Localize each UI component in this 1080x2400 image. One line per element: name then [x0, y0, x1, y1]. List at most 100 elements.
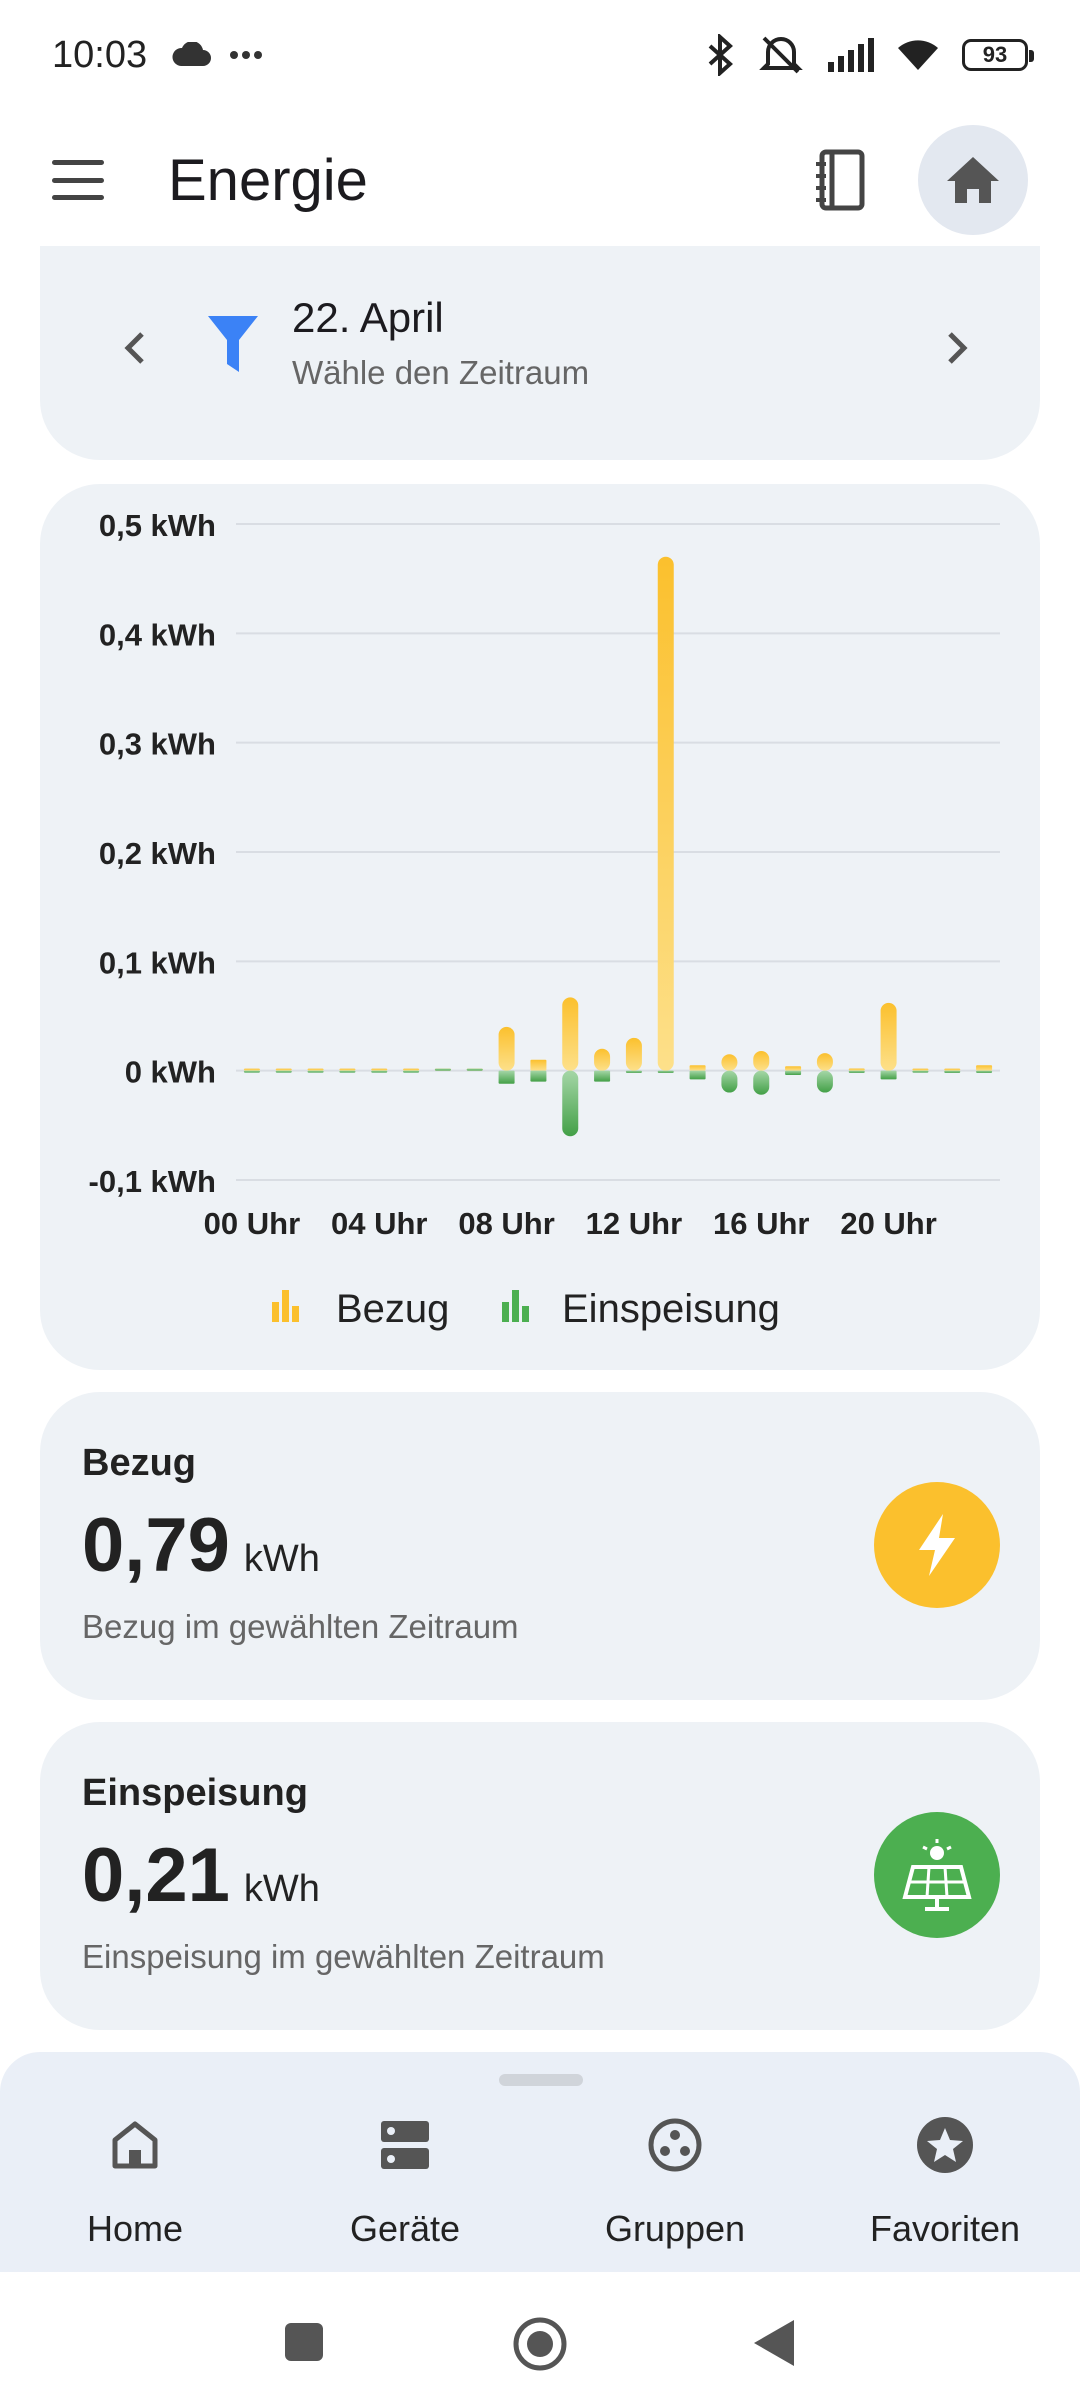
bar-einspeisung[interactable] [848, 1070, 865, 1073]
bar-einspeisung[interactable] [339, 1070, 356, 1073]
bar-bezug[interactable] [880, 1002, 897, 1071]
bar-einspeisung[interactable] [625, 1070, 642, 1073]
bar-einspeisung[interactable] [562, 1070, 579, 1137]
bottom-navigation: Home Geräte Gruppen Favoriten [0, 2052, 1080, 2272]
bar-bezug[interactable] [371, 1068, 388, 1071]
bar-einspeisung[interactable] [594, 1070, 611, 1082]
legend-label-einspeisung: Einspeisung [562, 1287, 780, 1331]
bezug-value-row: 0,79 kWh [82, 1502, 320, 1589]
x-tick-label: 00 Uhr [204, 1206, 300, 1241]
home-outline-icon [112, 2121, 158, 2169]
nav-geraete-label: Geräte [349, 2208, 461, 2249]
filter-button[interactable] [206, 314, 260, 379]
bezug-unit: kWh [243, 1538, 320, 1580]
bar-einspeisung[interactable] [403, 1070, 420, 1073]
bar-einspeisung[interactable] [880, 1070, 897, 1080]
bar-bezug[interactable] [594, 1048, 611, 1071]
bar-einspeisung[interactable] [912, 1070, 929, 1073]
nav-gruppen[interactable]: Gruppen [540, 2098, 810, 2268]
selected-date[interactable]: 22. April [292, 294, 444, 341]
bar-einspeisung[interactable] [498, 1070, 515, 1084]
page-title: Energie [168, 147, 368, 213]
bar-einspeisung[interactable] [371, 1070, 388, 1073]
bar-einspeisung[interactable] [785, 1070, 802, 1076]
bar-bezug[interactable] [816, 1053, 833, 1071]
status-time: 10:03 [52, 33, 148, 76]
bar-bezug[interactable] [403, 1068, 420, 1071]
bar-einspeisung[interactable] [689, 1070, 706, 1080]
menu-icon[interactable] [52, 160, 104, 200]
bar-bezug[interactable] [976, 1065, 993, 1071]
bezug-summary-card[interactable]: Bezug 0,79 kWh Bezug im gewählten Zeitrau… [40, 1392, 1040, 1700]
bar-einspeisung[interactable] [243, 1070, 260, 1073]
nav-gruppen-label: Gruppen [604, 2208, 746, 2249]
bar-bezug[interactable] [721, 1054, 738, 1071]
y-tick-label: 0,2 kWh [99, 836, 216, 871]
legend-label-bezug: Bezug [336, 1287, 449, 1331]
bar-bezug[interactable] [498, 1026, 515, 1071]
einspeisung-description: Einspeisung im gewählten Zeitraum [82, 1938, 605, 1975]
nav-home[interactable]: Home [0, 2098, 270, 2268]
bar-bezug[interactable] [848, 1068, 865, 1071]
bluetooth-icon [708, 34, 733, 76]
recent-apps-icon[interactable] [284, 2322, 324, 2362]
bar-einspeisung[interactable] [753, 1070, 770, 1095]
x-tick-label: 12 Uhr [586, 1206, 682, 1241]
home-icon [947, 157, 999, 203]
more-notifications-icon [230, 51, 263, 59]
bar-bezug[interactable] [625, 1037, 642, 1071]
bar-bezug[interactable] [307, 1068, 324, 1071]
bar-einspeisung[interactable] [275, 1070, 292, 1073]
bar-bezug[interactable] [912, 1068, 929, 1071]
bar-einspeisung[interactable] [976, 1070, 993, 1073]
y-tick-label: 0,4 kWh [99, 617, 216, 652]
y-tick-label: 0,3 kWh [99, 727, 216, 762]
back-icon[interactable] [752, 2318, 796, 2368]
bar-einspeisung[interactable] [434, 1068, 451, 1071]
nav-favoriten[interactable]: Favoriten [810, 2098, 1080, 2268]
bar-bezug[interactable] [753, 1050, 770, 1071]
bar-bezug[interactable] [339, 1068, 356, 1071]
drag-handle[interactable] [499, 2074, 583, 2086]
x-tick-label: 04 Uhr [331, 1206, 427, 1241]
home-button[interactable] [918, 125, 1028, 235]
bar-einspeisung[interactable] [944, 1070, 961, 1073]
bar-einspeisung[interactable] [816, 1070, 833, 1093]
notebook-icon[interactable] [812, 148, 868, 212]
system-navigation-bar [0, 2272, 1080, 2400]
bar-bezug[interactable] [785, 1066, 802, 1071]
battery-icon: 93 [962, 39, 1034, 71]
bar-einspeisung[interactable] [466, 1068, 483, 1071]
bar-bezug[interactable] [530, 1059, 547, 1071]
legend-bezug[interactable]: Bezug [272, 1287, 449, 1331]
bar-bezug[interactable] [689, 1065, 706, 1071]
bar-einspeisung[interactable] [530, 1070, 547, 1082]
bar-einspeisung[interactable] [307, 1070, 324, 1073]
bar-einspeisung[interactable] [721, 1070, 738, 1093]
bar-einspeisung[interactable] [657, 1070, 674, 1073]
next-period-button[interactable] [928, 318, 988, 378]
y-tick-label: -0,1 kWh [89, 1164, 216, 1199]
bar-bezug[interactable] [944, 1068, 961, 1071]
nav-home-label: Home [86, 2208, 184, 2249]
x-tick-label: 20 Uhr [840, 1206, 936, 1241]
legend-einspeisung[interactable]: Einspeisung [502, 1287, 780, 1331]
signal-icon [828, 38, 874, 72]
chart-legend: Bezug Einspeisung [272, 1287, 780, 1331]
system-home-icon[interactable] [512, 2316, 568, 2372]
bar-bezug[interactable] [657, 556, 674, 1071]
bar-bezug[interactable] [562, 997, 579, 1071]
bar-bezug[interactable] [275, 1068, 292, 1071]
app-bar: Energie [0, 110, 1080, 250]
einspeisung-label: Einspeisung [82, 1772, 308, 1814]
previous-period-button[interactable] [104, 318, 164, 378]
y-tick-label: 0,5 kWh [99, 508, 216, 543]
einspeisung-value-row: 0,21 kWh [82, 1832, 320, 1919]
nav-geraete[interactable]: Geräte [270, 2098, 540, 2268]
einspeisung-summary-card[interactable]: Einspeisung 0,21 kWh Einspeisung im gewäh… [40, 1722, 1040, 2030]
filter-icon [208, 316, 258, 372]
bar-bezug[interactable] [243, 1068, 260, 1071]
lightning-icon [919, 1514, 955, 1576]
cloud-icon [172, 42, 212, 66]
chevron-left-icon [124, 332, 144, 364]
